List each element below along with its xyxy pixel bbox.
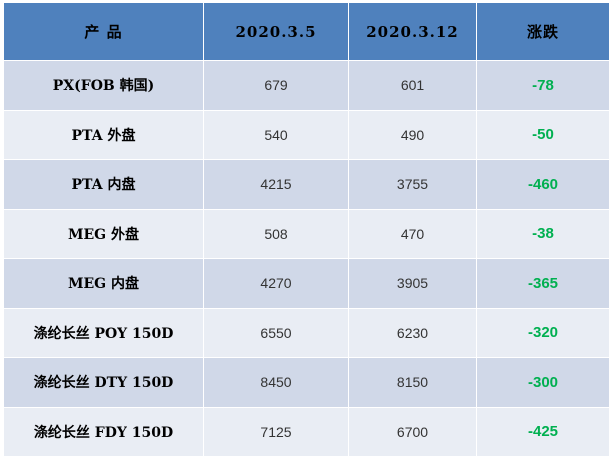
change-cell: -460 (476, 159, 610, 210)
price-date-2-cell: 3755 (348, 159, 477, 210)
price-date-2-cell: 601 (348, 60, 477, 111)
header-product: 产 品 (3, 2, 204, 61)
header-row: 产 品 2020.3.5 2020.3.12 涨跌 (3, 2, 610, 61)
price-date-2-cell: 6700 (348, 406, 477, 457)
price-date-2-cell: 470 (348, 208, 477, 259)
product-cell: MEG 内盘 (3, 258, 204, 309)
table-row: 涤纶长丝 FDY 150D 7125 6700 -425 (3, 406, 610, 457)
table-row: 涤纶长丝 DTY 150D 8450 8150 -300 (3, 357, 610, 408)
product-cell: 涤纶长丝 FDY 150D (3, 406, 204, 457)
price-date-1-cell: 4215 (203, 159, 349, 210)
table-row: MEG 内盘 4270 3905 -365 (3, 258, 610, 309)
price-date-1-cell: 679 (203, 60, 349, 111)
change-cell: -78 (476, 60, 610, 111)
change-cell: -425 (476, 406, 610, 457)
price-date-1-cell: 8450 (203, 357, 349, 408)
table-row: PTA 外盘 540 490 -50 (3, 109, 610, 160)
header-change: 涨跌 (476, 2, 610, 61)
table-row: PX(FOB 韩国) 679 601 -78 (3, 60, 610, 111)
product-cell: 涤纶长丝 DTY 150D (3, 357, 204, 408)
table-row: 涤纶长丝 POY 150D 6550 6230 -320 (3, 307, 610, 358)
product-cell: PTA 内盘 (3, 159, 204, 210)
price-comparison-table: 产 品 2020.3.5 2020.3.12 涨跌 PX(FOB 韩国) 679… (3, 2, 610, 457)
table-row: PTA 内盘 4215 3755 -460 (3, 159, 610, 210)
table-header: 产 品 2020.3.5 2020.3.12 涨跌 (3, 2, 610, 61)
price-date-2-cell: 8150 (348, 357, 477, 408)
table-row: MEG 外盘 508 470 -38 (3, 208, 610, 259)
price-date-1-cell: 540 (203, 109, 349, 160)
price-date-2-cell: 490 (348, 109, 477, 160)
change-cell: -50 (476, 109, 610, 160)
price-date-1-cell: 4270 (203, 258, 349, 309)
table-body: PX(FOB 韩国) 679 601 -78 PTA 外盘 540 490 -5… (3, 60, 610, 457)
change-cell: -300 (476, 357, 610, 408)
price-date-2-cell: 6230 (348, 307, 477, 358)
price-date-1-cell: 508 (203, 208, 349, 259)
product-cell: 涤纶长丝 POY 150D (3, 307, 204, 358)
price-date-1-cell: 7125 (203, 406, 349, 457)
price-date-2-cell: 3905 (348, 258, 477, 309)
price-date-1-cell: 6550 (203, 307, 349, 358)
header-date-2: 2020.3.12 (348, 2, 477, 61)
change-cell: -320 (476, 307, 610, 358)
product-cell: PTA 外盘 (3, 109, 204, 160)
product-cell: MEG 外盘 (3, 208, 204, 259)
product-cell: PX(FOB 韩国) (3, 60, 204, 111)
header-date-1: 2020.3.5 (203, 2, 349, 61)
change-cell: -38 (476, 208, 610, 259)
change-cell: -365 (476, 258, 610, 309)
